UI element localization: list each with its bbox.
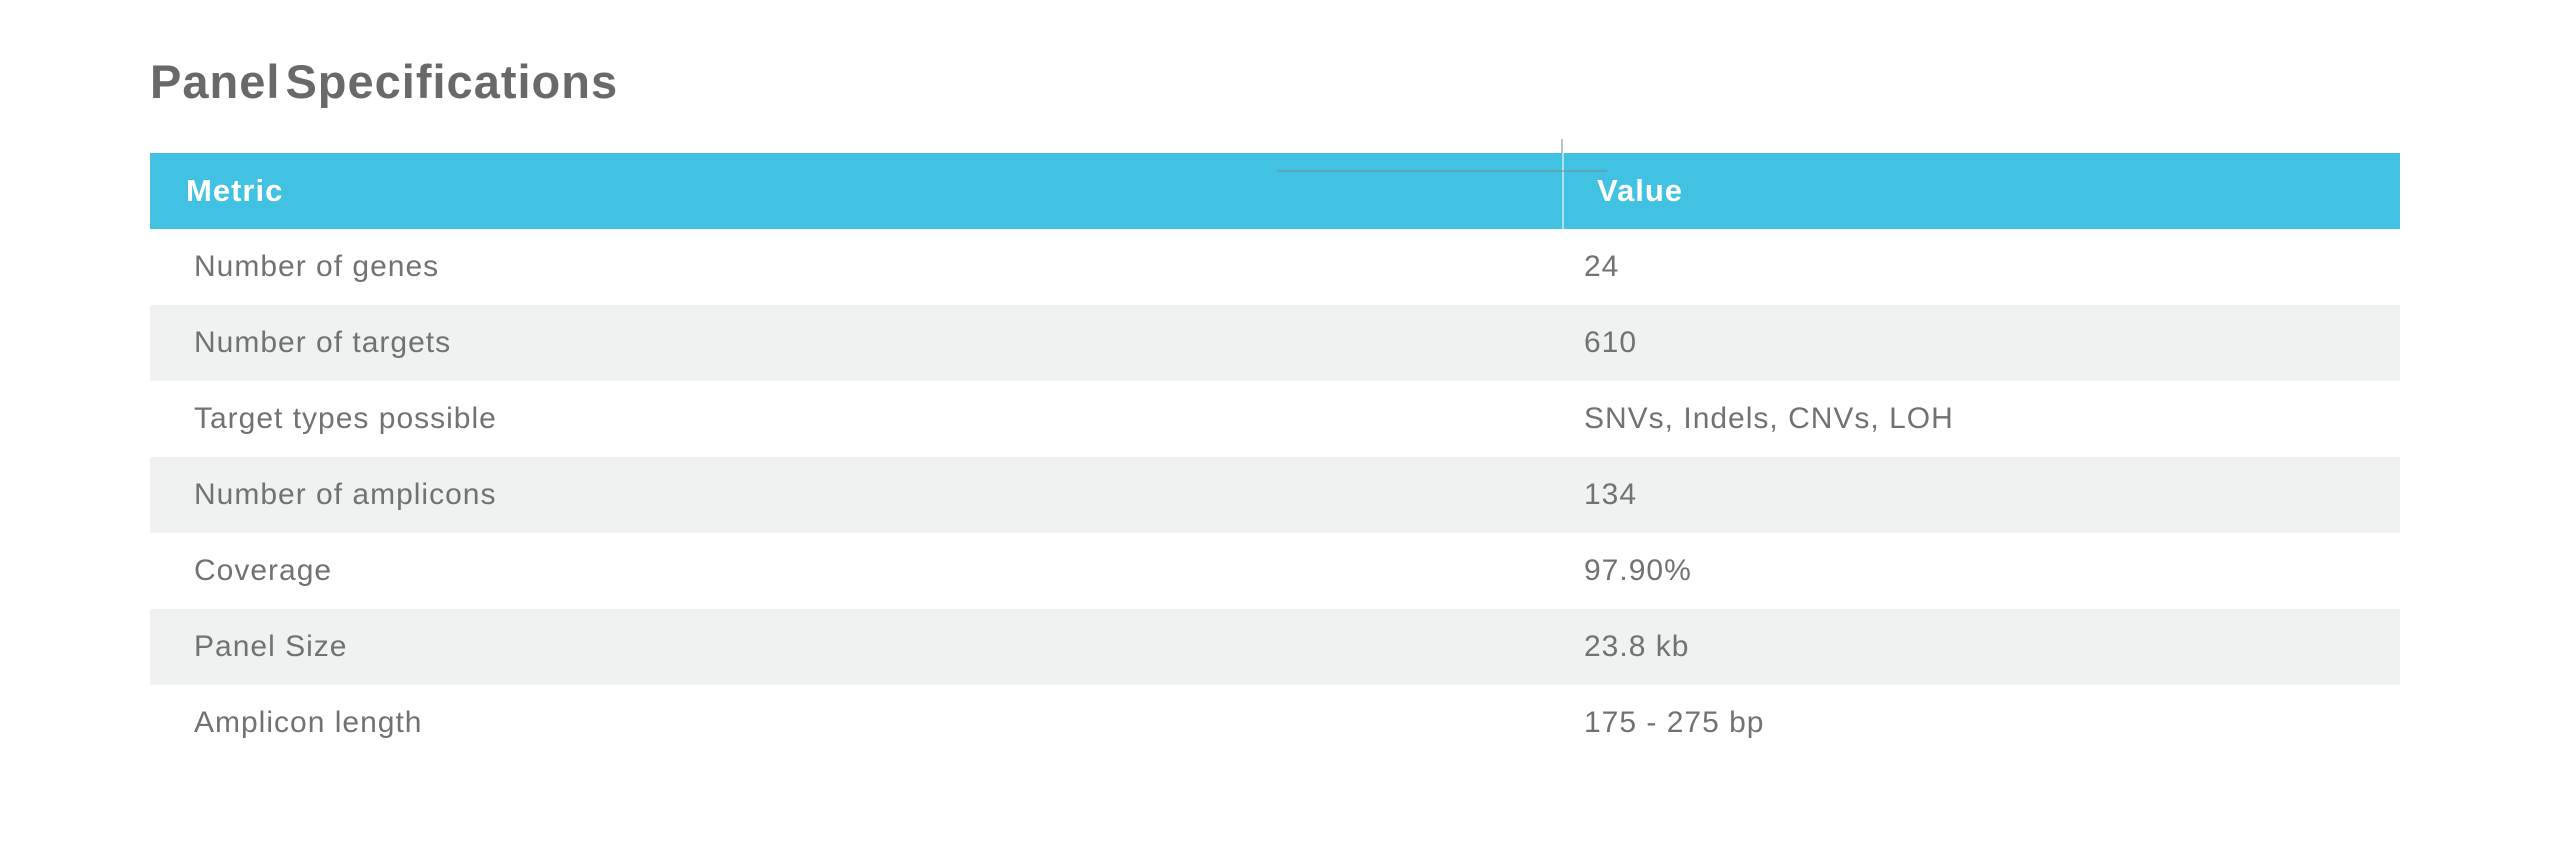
- value-cell: 175 - 275 bp: [1584, 706, 1765, 739]
- border-artifact-horizontal-line: [1277, 170, 1607, 172]
- table-row: Number of genes 24: [150, 229, 2400, 305]
- column-header-value: Value: [1562, 153, 2400, 229]
- value-cell: 24: [1584, 250, 1620, 283]
- border-artifact-vertical-line: [1561, 139, 1563, 153]
- panel-specifications-table: Metric Value Number of genes 24 Number o…: [150, 153, 2400, 761]
- value-cell: 134: [1584, 478, 1638, 511]
- metric-cell: Target types possible: [194, 402, 497, 435]
- table-row: Target types possible SNVs, Indels, CNVs…: [150, 381, 2400, 457]
- page-title: Panel Specifications: [150, 55, 619, 108]
- metric-cell: Panel Size: [194, 630, 348, 663]
- metric-cell: Number of genes: [194, 250, 440, 283]
- metric-cell: Amplicon length: [194, 706, 423, 739]
- column-header-metric: Metric: [186, 173, 284, 208]
- table-row: Panel Size 23.8 kb: [150, 609, 2400, 685]
- value-cell: 97.90%: [1584, 554, 1692, 587]
- metric-cell: Number of amplicons: [194, 478, 497, 511]
- metric-cell: Number of targets: [194, 326, 452, 359]
- table-row: Coverage 97.90%: [150, 533, 2400, 609]
- table-header-row: Metric Value: [150, 153, 2400, 229]
- table-row: Number of targets 610: [150, 305, 2400, 381]
- value-cell: SNVs, Indels, CNVs, LOH: [1584, 402, 1954, 435]
- value-cell: 610: [1584, 326, 1638, 359]
- table-row: Amplicon length 175 - 275 bp: [150, 685, 2400, 761]
- metric-cell: Coverage: [194, 554, 333, 587]
- value-cell: 23.8 kb: [1584, 630, 1690, 663]
- table-row: Number of amplicons 134: [150, 457, 2400, 533]
- table-body: Number of genes 24 Number of targets 610…: [150, 229, 2400, 761]
